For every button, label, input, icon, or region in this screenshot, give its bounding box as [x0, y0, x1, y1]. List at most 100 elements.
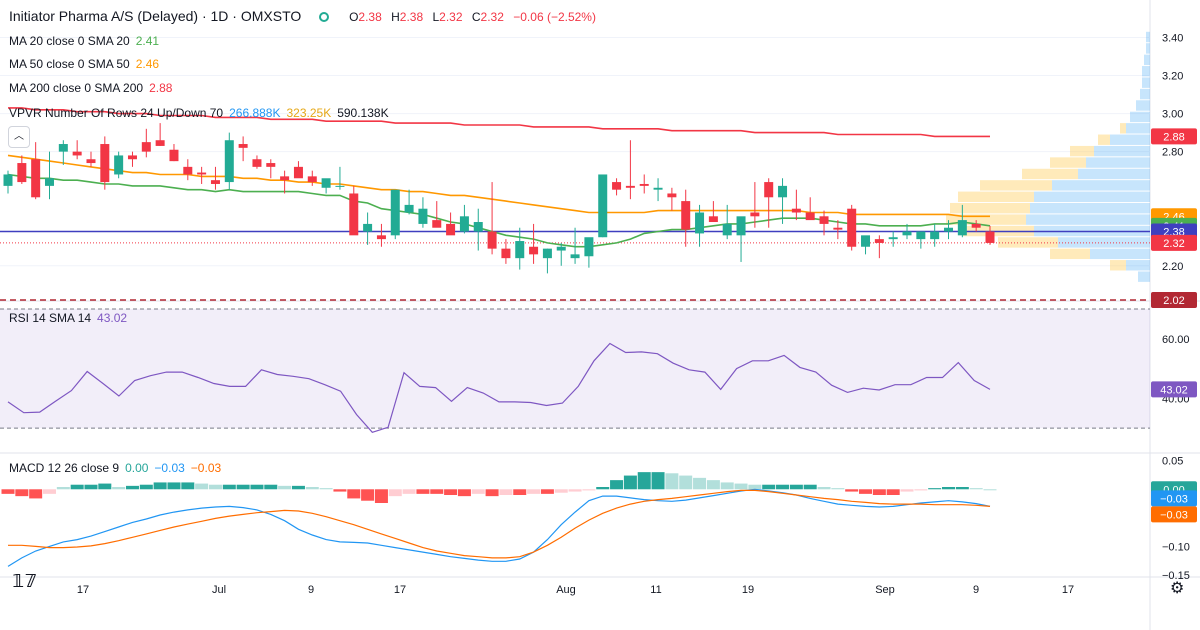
macd-hist-bar-positive [596, 487, 610, 490]
macd-line [7, 488, 991, 567]
macd-hist-bar-negative [15, 489, 29, 497]
vpvr-up-bar [1090, 248, 1150, 260]
candle-down [667, 193, 677, 198]
candle-down [349, 193, 359, 236]
vpvr-up-bar [1094, 145, 1150, 157]
vpvr-up-value: 266.888K [229, 106, 281, 120]
vpvr-legend[interactable]: VPVR Number Of Rows 24 Up/Down 70 266.888… [9, 106, 389, 120]
macd-hist-bar-positive [665, 473, 679, 490]
macd-hist-bar-positive [278, 485, 292, 490]
close-label: C [471, 10, 481, 24]
macd-hist-bar-positive [762, 484, 776, 490]
vpvr-up-bar [1144, 54, 1150, 66]
ma20-legend[interactable]: MA 20 close 0 SMA 20 2.41 [9, 34, 159, 48]
candle-up [44, 178, 54, 186]
ohlc-readout: O2.38 H2.38 L2.32 C2.32 −0.06 (−2.52%) [343, 10, 596, 24]
macd-hist-bar-positive [789, 484, 803, 490]
candle-up [114, 155, 124, 175]
tradingview-logo[interactable]: 𝟙𝟟 [12, 571, 38, 591]
vpvr-down-bar [958, 191, 1034, 202]
ma20-legend-label: MA 20 close 0 SMA 20 [9, 34, 130, 48]
vpvr-up-bar [1138, 271, 1150, 282]
macd-hist-bar-negative [872, 489, 886, 495]
candle-down [625, 185, 635, 188]
macd-hist-bar-positive [734, 483, 748, 490]
candle-down [487, 231, 497, 249]
candle-down [86, 159, 96, 164]
candle-up [404, 204, 414, 213]
price-tag-bg [1151, 292, 1197, 308]
ma200-line [8, 107, 990, 138]
time-tick-label: Aug [556, 584, 576, 596]
vpvr-up-bar [1142, 66, 1150, 77]
time-tick-label: 9 [308, 584, 314, 596]
vpvr-up-bar [1026, 214, 1150, 225]
candle-down [529, 246, 539, 255]
ma50-legend[interactable]: MA 50 close 0 SMA 50 2.46 [9, 57, 159, 71]
candle-up [515, 241, 525, 259]
vpvr-up-bar [1126, 123, 1150, 134]
ma200-legend[interactable]: MA 200 close 0 SMA 200 2.88 [9, 81, 172, 95]
candle-up [722, 223, 732, 236]
vpvr-down-bar [1050, 157, 1086, 168]
collapse-legend-button[interactable]: ︿ [8, 126, 30, 148]
macd-hist-bar-positive [222, 484, 236, 490]
price-tag: 2.32 [1163, 238, 1184, 250]
macd-legend[interactable]: MACD 12 26 close 9 0.00 −0.03 −0.03 [9, 461, 221, 475]
candle-down [293, 166, 303, 179]
candle-up [459, 216, 469, 232]
macd-hist-bar-positive [623, 475, 637, 490]
vpvr-legend-label: VPVR Number Of Rows 24 Up/Down 70 [9, 106, 224, 120]
macd-hist-bar-positive [679, 475, 693, 490]
macd-hist-bar-positive [651, 472, 665, 490]
rsi-legend-value: 43.02 [97, 311, 128, 325]
macd-tick-label: −0.10 [1162, 541, 1190, 553]
macd-hist-bar-positive [942, 487, 956, 490]
vpvr-down-bar [1098, 134, 1110, 145]
macd-hist-bar-positive [748, 484, 762, 490]
candle-up [598, 174, 608, 238]
macd-hist-bar-negative [900, 489, 914, 492]
macd-hist-bar-negative [859, 489, 873, 494]
open-value: 2.38 [358, 10, 382, 24]
macd-hist-bar-positive [98, 483, 112, 490]
macd-hist-bar-negative [886, 489, 900, 495]
high-label: H [391, 10, 400, 24]
candle-down [266, 163, 276, 167]
candle-up [888, 237, 898, 240]
candle-up [861, 235, 871, 247]
macd-hist-bar-positive [319, 488, 333, 490]
candle-down [764, 182, 774, 198]
vpvr-down-bar [1050, 248, 1090, 260]
macd-signal-line [8, 489, 991, 559]
macd-signal-tag-bg [1151, 506, 1197, 523]
macd-line-tag-bg [1151, 490, 1197, 507]
macd-hist-bar-negative [347, 489, 361, 499]
vpvr-up-bar [1086, 157, 1150, 168]
candle-down [210, 180, 220, 184]
macd-hist-bar-negative [485, 489, 499, 497]
candle-up [363, 223, 373, 232]
macd-hist-bar-negative [430, 489, 444, 494]
macd-hist-bar-negative [845, 489, 859, 492]
macd-hist-bar-negative [540, 489, 554, 494]
price-tag-bg [1151, 128, 1197, 145]
candle-up [418, 208, 428, 224]
candle-down [432, 220, 442, 228]
candle-down [805, 212, 815, 221]
candle-down [833, 227, 843, 230]
candle-up [390, 189, 400, 236]
rsi-line [7, 342, 991, 433]
candle-down [183, 166, 193, 175]
vpvr-down-bar [946, 214, 1026, 225]
vpvr-down-bar [1120, 123, 1126, 134]
macd-hist-bar-positive [195, 483, 209, 490]
candle-down [155, 140, 165, 146]
macd-hist-bar-positive [969, 488, 983, 490]
high-value: 2.38 [399, 10, 424, 24]
macd-hist-bar-negative [374, 489, 388, 503]
candle-up [584, 237, 594, 257]
rsi-legend[interactable]: RSI 14 SMA 14 43.02 [9, 311, 127, 325]
settings-gear-icon[interactable]: ⚙ [1170, 580, 1185, 597]
